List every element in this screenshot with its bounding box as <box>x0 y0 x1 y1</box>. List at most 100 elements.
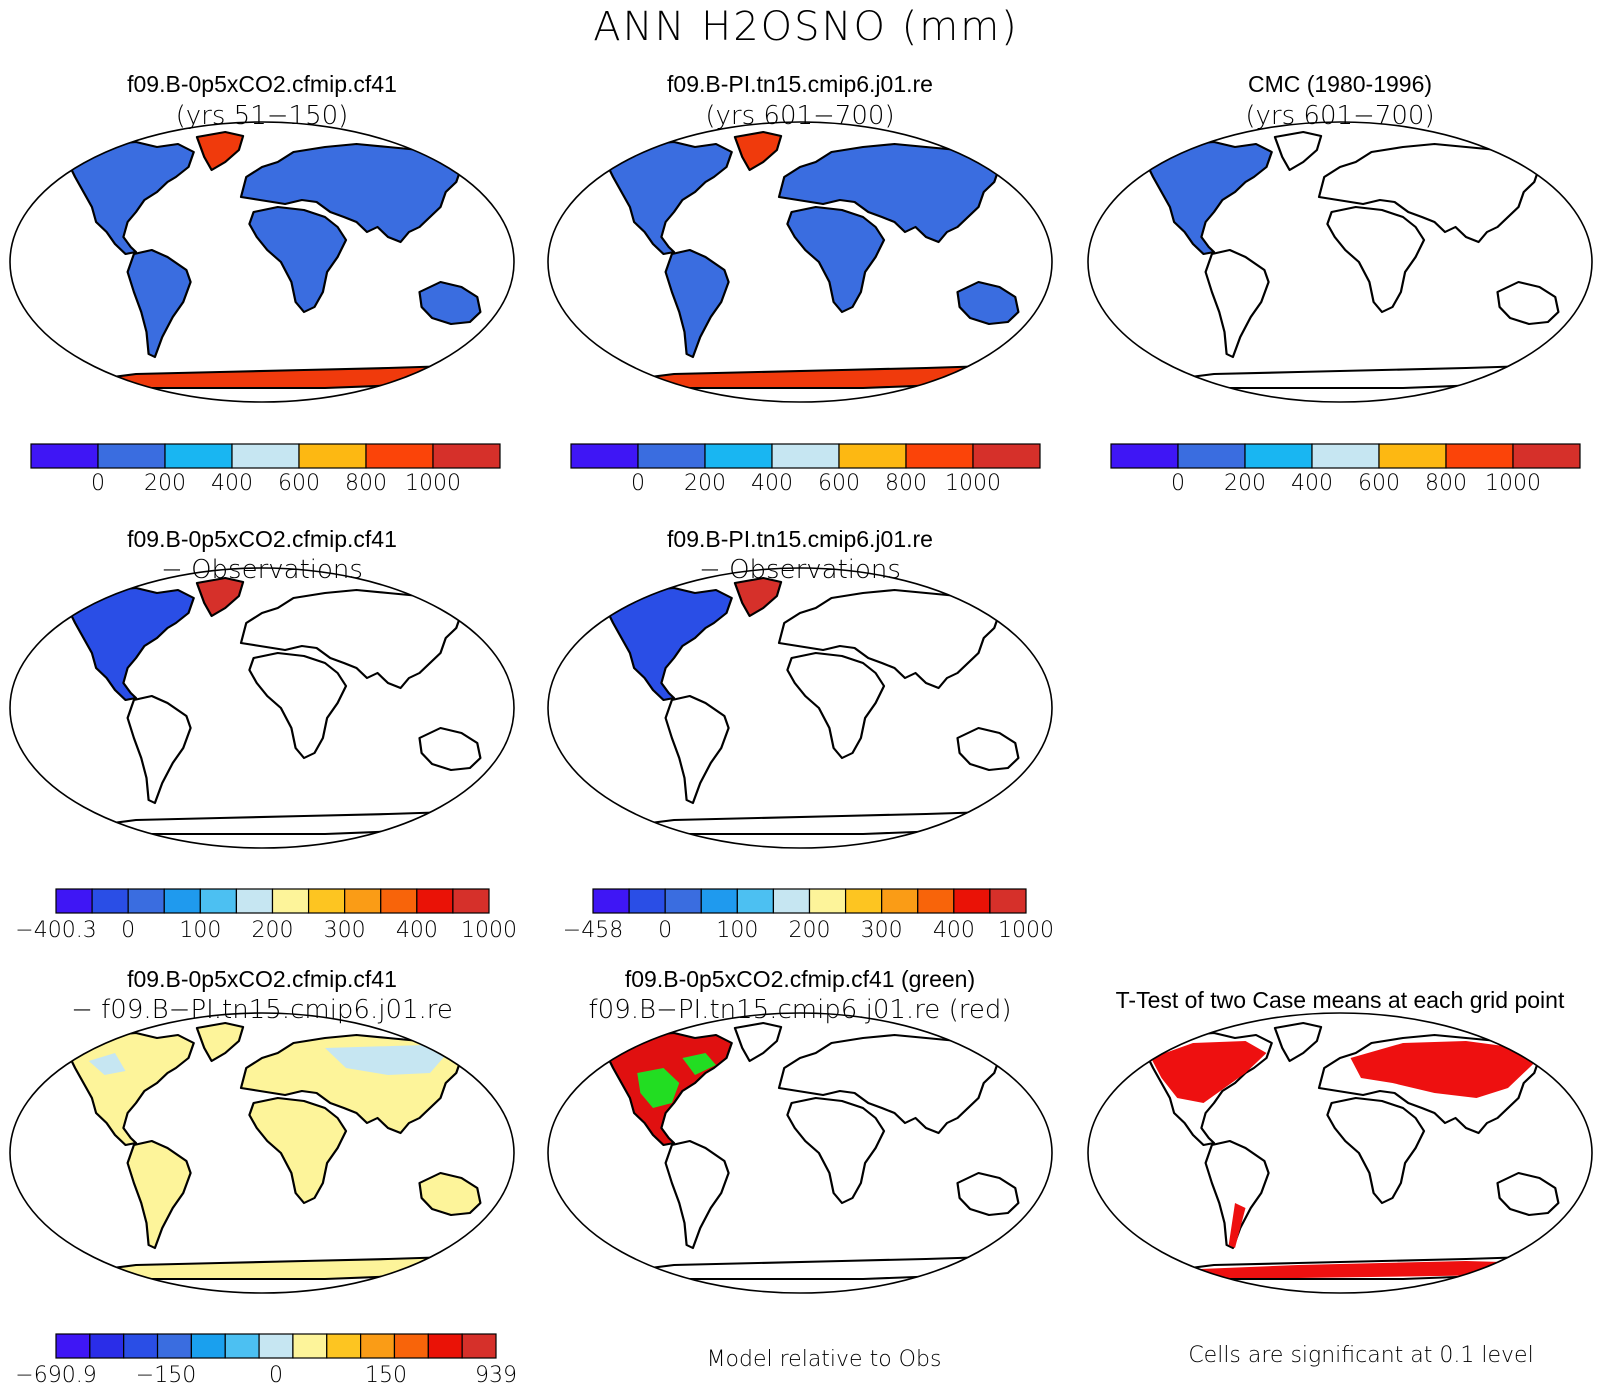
landmass-eu <box>1317 142 1541 244</box>
colorbar-swatch <box>700 888 738 914</box>
map-border <box>547 1012 1053 1294</box>
landmass-sa <box>126 248 192 359</box>
panel-rel: f09.B-0p5xCO2.cfmip.cf41 (green) f09.B−PI… <box>547 966 1053 1294</box>
colorbar-tick-label: 0 <box>631 471 645 496</box>
landmass-na <box>604 586 733 702</box>
colorbar-swatch <box>55 1333 91 1359</box>
panel-case2: f09.B-PI.tn15.cmip6.j01.re(yrs 601−700) <box>547 71 1053 403</box>
colorbar-swatch <box>393 1333 429 1359</box>
colorbar-swatch <box>664 888 702 914</box>
diffcase-lightblue-patch <box>325 1045 446 1075</box>
map-ttest <box>1144 1021 1560 1281</box>
colorbar-swatch <box>452 888 490 914</box>
panel-title: CMC (1980-1996) <box>1248 71 1432 97</box>
colorbar-swatch <box>326 1333 362 1359</box>
panel-title: f09.B-0p5xCO2.cfmip.cf41 <box>127 966 397 992</box>
colorbar-swatch <box>1177 443 1246 469</box>
landmass-au <box>1496 280 1560 326</box>
colorbar-swatch <box>190 1333 226 1359</box>
landmass-gl <box>195 1021 245 1063</box>
landmass-an <box>609 1255 1012 1281</box>
landmass-af <box>248 651 348 760</box>
map-obs <box>1144 130 1560 390</box>
panel-title: f09.B-0p5xCO2.cfmip.cf41 <box>127 526 397 552</box>
colorbar-swatch <box>164 443 233 469</box>
map-border <box>9 567 515 849</box>
colorbar-swatch <box>953 888 991 914</box>
landmass-an <box>71 810 474 836</box>
colorbar-tick-label: 1000 <box>998 918 1054 943</box>
panel-ttest: T-Test of two Case means at each grid po… <box>1087 987 1593 1294</box>
colorbar-tick-label: 300 <box>324 918 366 943</box>
ttest-significant-patch <box>1350 1041 1535 1098</box>
colorbar-swatch <box>224 1333 260 1359</box>
colorbar-swatch <box>258 1333 294 1359</box>
colorbar-tick-label: 800 <box>345 471 387 496</box>
landmass-gl <box>195 576 245 618</box>
colorbar-swatch <box>772 888 811 914</box>
landmass-gl <box>733 130 783 172</box>
colorbar-swatch <box>123 1333 159 1359</box>
landmass-au <box>418 1171 482 1217</box>
significance-note: Cells are significant at 0.1 level <box>1188 1343 1533 1368</box>
colorbar-swatch <box>704 443 773 469</box>
colorbar-tick-label: 400 <box>933 918 975 943</box>
colorbar-tick-label: −150 <box>136 1363 196 1385</box>
colorbar-tick-label: 0 <box>91 471 105 496</box>
colorbar-tick-label: 200 <box>144 471 186 496</box>
diffcase-lightblue-patch <box>88 1053 126 1075</box>
landmass-na <box>66 586 195 702</box>
landmass-sa <box>126 1139 192 1250</box>
colorbar-swatch <box>592 888 630 914</box>
colorbar-tick-label: 400 <box>1291 471 1333 496</box>
colorbar-swatch <box>30 443 99 469</box>
landmass-af <box>1326 205 1426 314</box>
colorbar-cb3: 0 200 400 600 800 1000 <box>1110 443 1581 496</box>
panel-diffcase: f09.B-0p5xCO2.cfmip.cf41 − f09.B−PI.tn15.… <box>9 966 515 1294</box>
colorbar-swatch <box>360 1333 396 1359</box>
landmass-af <box>786 205 886 314</box>
colorbar-tick-label: 400 <box>396 918 438 943</box>
panel-subtitle: − f09.B−PI.tn15.cmip6.j01.re <box>71 995 453 1025</box>
ttest-significant-patch <box>1151 1261 1540 1278</box>
colorbar-tick-label: 1000 <box>945 471 1001 496</box>
ttest-significant-patch <box>1228 1203 1246 1248</box>
landmass-au <box>956 280 1020 326</box>
landmass-sa <box>126 694 192 805</box>
panel-title: f09.B-PI.tn15.cmip6.j01.re <box>667 71 933 97</box>
colorbar-swatch <box>365 443 434 469</box>
map-border <box>547 567 1053 849</box>
landmass-sa <box>664 248 730 359</box>
landmass-an <box>71 364 474 390</box>
colorbar-tick-label: 400 <box>751 471 793 496</box>
landmass-an <box>1149 364 1552 390</box>
landmass-af <box>1326 1096 1426 1205</box>
colorbar-tick-label: 200 <box>1224 471 1266 496</box>
landmass-sa <box>1204 248 1270 359</box>
map-diff2 <box>604 576 1020 836</box>
landmass-an <box>609 810 1012 836</box>
landmass-eu <box>239 588 463 690</box>
landmass-sa <box>664 1139 730 1250</box>
colorbar-tick-label: 400 <box>211 471 253 496</box>
colorbar-tick-label: −458 <box>563 918 623 943</box>
panel-diff2: f09.B-PI.tn15.cmip6.j01.re − Observations <box>547 526 1053 849</box>
landmass-gl <box>733 1021 783 1063</box>
colorbar-swatch <box>1445 443 1514 469</box>
colorbar-swatch <box>461 1333 497 1359</box>
colorbar-tick-label: 600 <box>1358 471 1400 496</box>
panel-title: T-Test of two Case means at each grid po… <box>1116 987 1565 1013</box>
colorbar-tick-label: 600 <box>278 471 320 496</box>
colorbar-cb1: 0 200 400 600 800 1000 <box>30 443 501 496</box>
colorbar-tick-label: 800 <box>1425 471 1467 496</box>
panel-title: f09.B-PI.tn15.cmip6.j01.re <box>667 526 933 552</box>
colorbar-swatch <box>905 443 974 469</box>
colorbar-swatch <box>298 443 367 469</box>
colorbar-swatch <box>91 888 129 914</box>
panel-subtitle: − Observations <box>161 555 363 585</box>
colorbar-swatch <box>628 888 666 914</box>
colorbar-tick-label: 200 <box>684 471 726 496</box>
colorbar-tick-label: 1000 <box>1485 471 1541 496</box>
map-border <box>9 1012 515 1294</box>
